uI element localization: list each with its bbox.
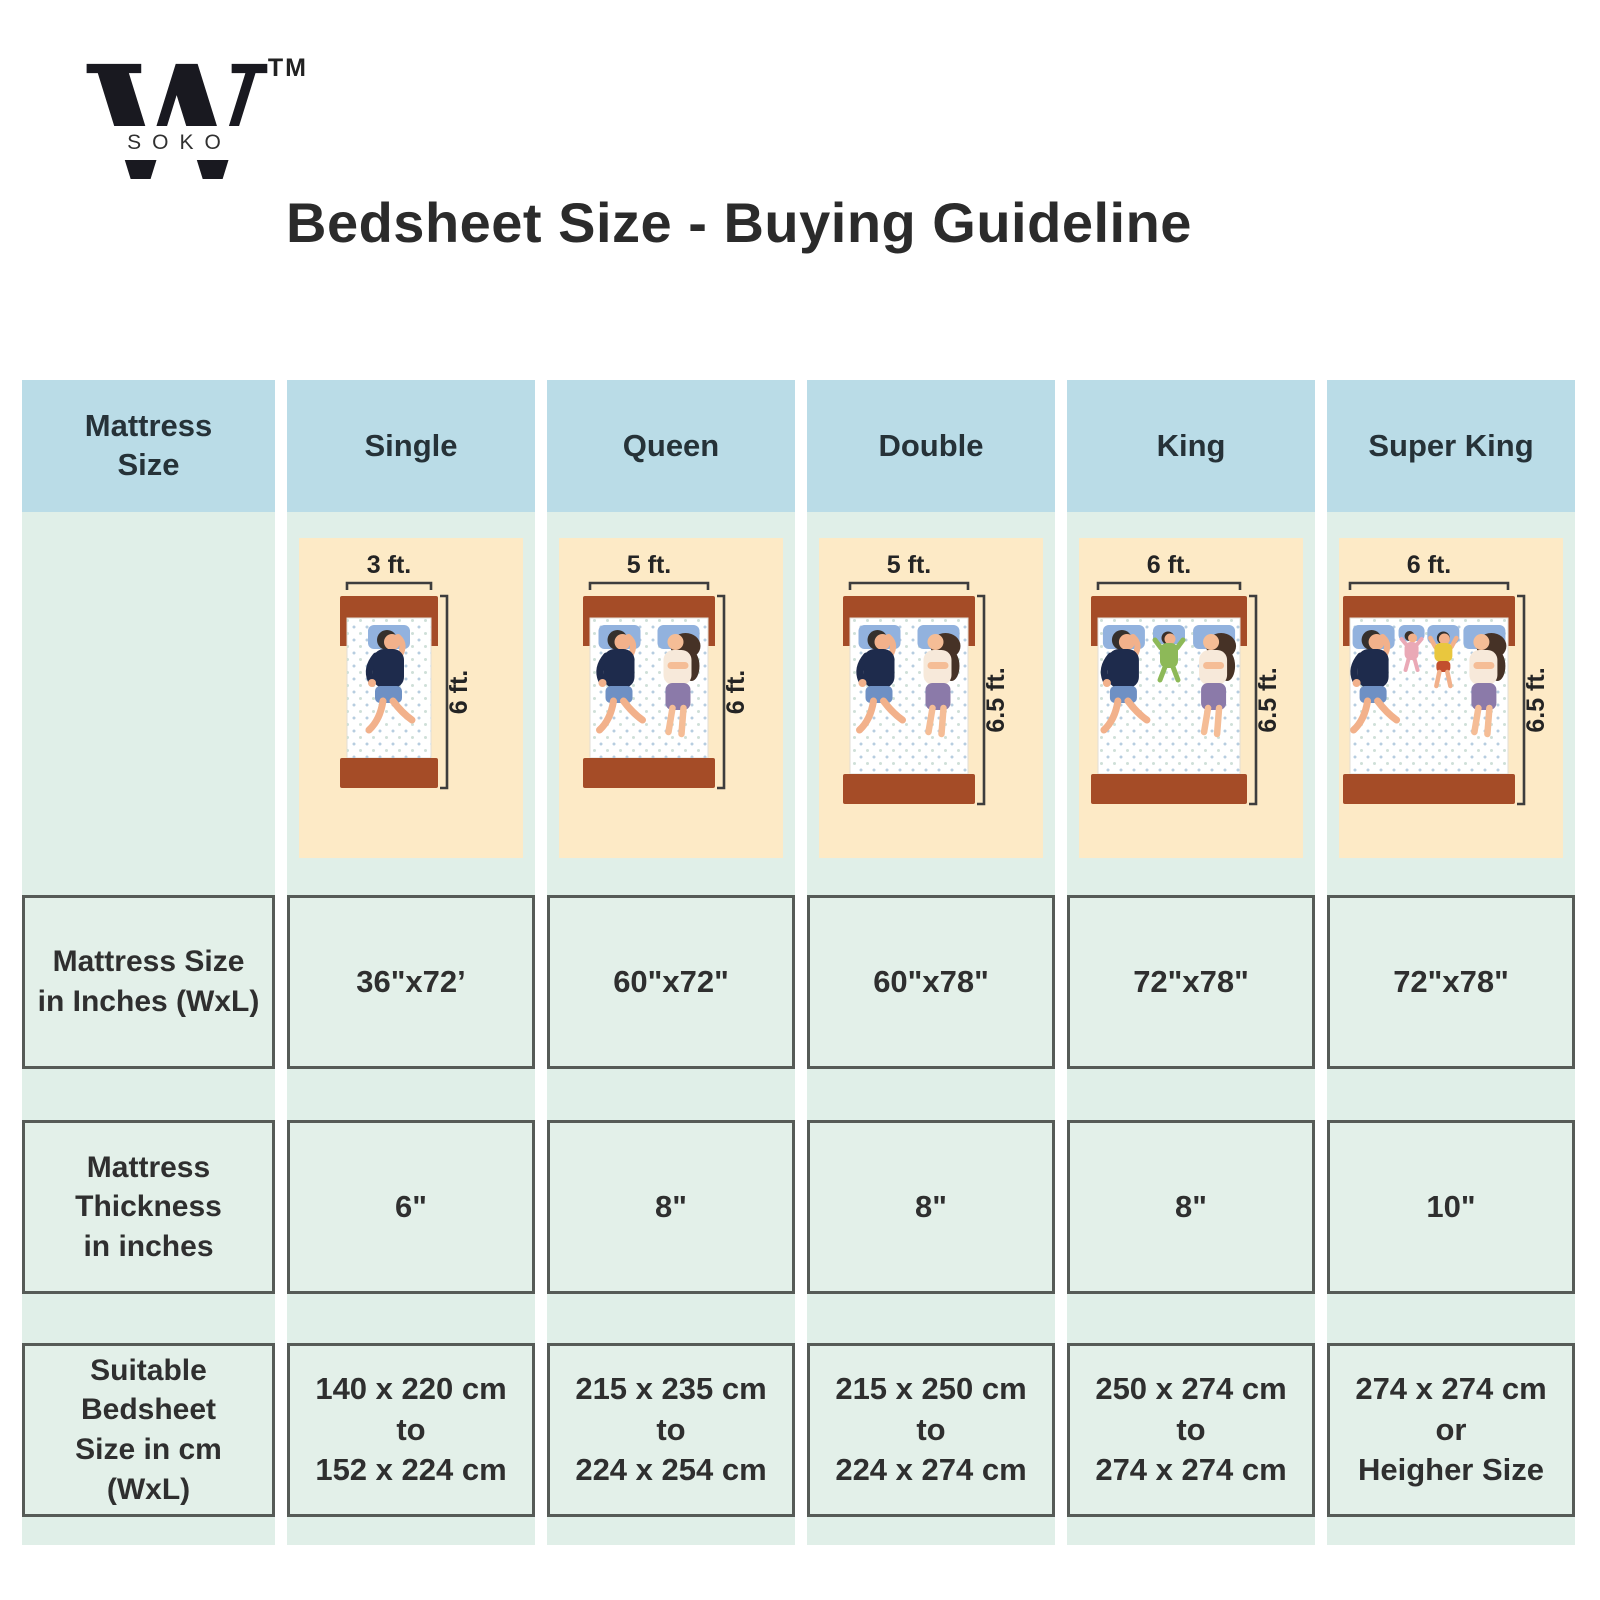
cell-inches: 72"x78"	[1327, 895, 1575, 1069]
bed-illustration-area: 5 ft. 6.5 ft.	[819, 538, 1043, 858]
cell-inches: 36"x72’	[287, 895, 535, 1069]
row-label-bedsheet: Suitable Bedsheet Size in cm (WxL)	[22, 1343, 275, 1517]
column-header: Queen	[547, 380, 795, 512]
cell-inches: 60"x72"	[547, 895, 795, 1069]
brand-logo: W TM SOKO	[86, 32, 306, 220]
bed-diagram: 5 ft. 6.5 ft.	[819, 538, 1043, 858]
bed-diagram: 6 ft. 6.5 ft.	[1079, 538, 1303, 858]
cell-inches: 72"x78"	[1067, 895, 1315, 1069]
brand-logo-letter: W	[88, 32, 266, 217]
svg-text:6 ft.: 6 ft.	[722, 670, 750, 714]
bed-illustration-area: 5 ft. 6 ft.	[559, 538, 783, 858]
bed-top-view: 5 ft. 6.5 ft.	[843, 551, 1010, 806]
svg-text:6.5 ft.: 6.5 ft.	[1254, 667, 1282, 732]
cell-thickness: 8"	[807, 1120, 1055, 1294]
cell-thickness: 8"	[1067, 1120, 1315, 1294]
bed-illustration-area: 6 ft. 6.5 ft.	[1339, 538, 1563, 858]
svg-text:6.5 ft.: 6.5 ft.	[1522, 667, 1550, 732]
bed-illustration-area: 3 ft. 6 ft.	[299, 538, 523, 858]
cell-bedsheet: 215 x 250 cm to 224 x 274 cm	[807, 1343, 1055, 1517]
column-double: Double 5 ft. 6.5 ft. 60"x78" 8" 215 x 250…	[807, 380, 1055, 1545]
cell-thickness: 10"	[1327, 1120, 1575, 1294]
trademark-symbol: TM	[267, 54, 308, 82]
column-super-king: Super King 6 ft. 6.5 ft. 72"	[1327, 380, 1575, 1545]
svg-text:6 ft.: 6 ft.	[1147, 551, 1191, 579]
column-header: Single	[287, 380, 535, 512]
svg-text:5 ft.: 5 ft.	[627, 551, 671, 579]
svg-text:6.5 ft.: 6.5 ft.	[982, 667, 1010, 732]
size-guide-table: Mattress Size Mattress Size in Inches (W…	[22, 380, 1575, 1560]
column-king: King 6 ft. 6.5 ft. 72"x78" 8" 250 x 274 c…	[1067, 380, 1315, 1545]
column-header: King	[1067, 380, 1315, 512]
svg-text:6 ft.: 6 ft.	[445, 670, 473, 714]
page-title: Bedsheet Size - Buying Guideline	[286, 191, 1192, 254]
cell-thickness: 8"	[547, 1120, 795, 1294]
brand-logo-subtext: SOKO	[86, 126, 262, 160]
cell-inches: 60"x78"	[807, 895, 1055, 1069]
cell-bedsheet: 215 x 235 cm to 224 x 254 cm	[547, 1343, 795, 1517]
column-header: Super King	[1327, 380, 1575, 512]
cell-bedsheet: 140 x 220 cm to 152 x 224 cm	[287, 1343, 535, 1517]
bed-illustration-area: 6 ft. 6.5 ft.	[1079, 538, 1303, 858]
column-queen: Queen 5 ft. 6 ft. 60"x72" 8" 215 x 235 cm…	[547, 380, 795, 1545]
bed-top-view: 3 ft. 6 ft.	[340, 551, 473, 790]
bed-diagram: 3 ft. 6 ft.	[299, 538, 523, 858]
row-label-thickness: Mattress Thickness in inches	[22, 1120, 275, 1294]
column-row-labels: Mattress Size Mattress Size in Inches (W…	[22, 380, 275, 1545]
svg-text:5 ft.: 5 ft.	[887, 551, 931, 579]
cell-bedsheet: 274 x 274 cm or Heigher Size	[1327, 1343, 1575, 1517]
column-header-mattress-size: Mattress Size	[22, 380, 275, 512]
bed-top-view: 5 ft. 6 ft.	[583, 551, 750, 790]
bed-top-view: 6 ft. 6.5 ft.	[1091, 551, 1282, 806]
column-single: Single 3 ft. 6 ft. 36"x72’ 6" 140 x 220 c…	[287, 380, 535, 1545]
bed-top-view: 6 ft. 6.5 ft.	[1343, 551, 1550, 806]
bed-diagram: 5 ft. 6 ft.	[559, 538, 783, 858]
cell-thickness: 6"	[287, 1120, 535, 1294]
svg-text:3 ft.: 3 ft.	[367, 551, 411, 579]
column-header: Double	[807, 380, 1055, 512]
bed-diagram: 6 ft. 6.5 ft.	[1339, 538, 1563, 858]
cell-bedsheet: 250 x 274 cm to 274 x 274 cm	[1067, 1343, 1315, 1517]
row-label-inches: Mattress Size in Inches (WxL)	[22, 895, 275, 1069]
svg-text:6 ft.: 6 ft.	[1407, 551, 1451, 579]
